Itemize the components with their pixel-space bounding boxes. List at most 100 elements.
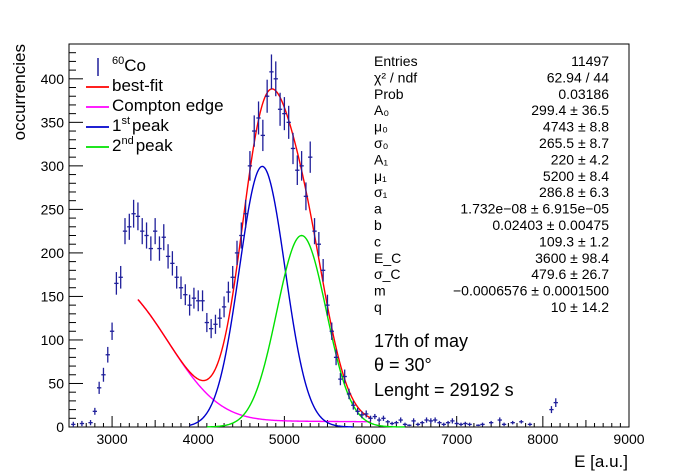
data-point [527, 422, 533, 427]
axes: 3000 4000 5000 6000 7000 8000 9000 0 50 100 150 200… [41, 43, 645, 447]
x-axis-label: E [a.u.] [574, 452, 628, 471]
data-point [411, 418, 416, 424]
data-point [191, 287, 197, 309]
data-point [351, 400, 356, 410]
data-point [71, 421, 76, 427]
data-point [385, 420, 390, 424]
y-tick-label: 0 [56, 419, 64, 435]
stat-value: 10 ± 14.2 [551, 299, 609, 315]
data-point [196, 290, 201, 312]
data-point [165, 244, 171, 269]
data-point [144, 222, 149, 249]
data-point [277, 92, 283, 126]
data-point [290, 132, 296, 165]
data-point [467, 422, 472, 427]
stat-name: σ_C [374, 266, 401, 282]
stat-name: q [374, 299, 382, 315]
data-point [140, 218, 145, 245]
data-point [407, 424, 412, 427]
stat-value: 109.3 ± 1.2 [539, 233, 609, 249]
data-point [501, 422, 507, 427]
data-point [131, 199, 136, 228]
data-point [97, 381, 102, 394]
stat-name: c [374, 233, 381, 249]
x-tick-label: 6000 [355, 431, 386, 447]
annotation-text: θ = 30° [374, 355, 432, 375]
stat-name: m [374, 283, 386, 299]
stat-value: 62.94 / 44 [547, 69, 609, 85]
data-point [187, 294, 192, 316]
stat-value: 265.5 ± 8.7 [539, 135, 609, 151]
stat-name: Entries [374, 53, 418, 69]
data-point [346, 388, 352, 400]
data-point [234, 240, 240, 266]
stats-box: Entries 11497 χ² / ndf 62.94 / 44 Prob 0.0318… [374, 53, 609, 315]
stat-name: σ₀ [374, 135, 389, 151]
data-point [308, 141, 313, 173]
data-point [377, 417, 382, 423]
data-point [325, 294, 330, 316]
peak2-curve [206, 234, 405, 428]
data-point [424, 417, 429, 423]
data-point [209, 319, 214, 339]
data-point [303, 182, 309, 211]
data-point [394, 420, 399, 425]
y-tick-label: 50 [48, 375, 64, 391]
data-point [178, 276, 184, 300]
data-point [463, 421, 468, 426]
data-point [480, 422, 485, 427]
data-point [372, 413, 377, 420]
data-point [183, 284, 188, 306]
stat-name: μ₀ [374, 119, 388, 135]
legend-label-compton: Compton edge [112, 96, 224, 115]
stat-value: −0.0006576 ± 0.0001500 [453, 283, 609, 299]
data-point [364, 410, 369, 418]
y-tick-label: 200 [41, 245, 65, 261]
data-point [148, 236, 153, 261]
stat-value: 3600 ± 98.4 [535, 250, 609, 266]
data-point [88, 420, 93, 426]
data-point [312, 218, 317, 245]
x-tick-label: 4000 [183, 431, 214, 447]
stat-value: 5200 ± 8.4 [543, 168, 609, 184]
data-point [161, 224, 166, 251]
stat-value: 11497 [571, 53, 609, 69]
data-point [338, 373, 343, 386]
data-point [282, 97, 287, 131]
data-point [286, 105, 291, 139]
data-point [101, 367, 106, 382]
data-point [256, 101, 261, 135]
x-tick-label: 8000 [527, 431, 558, 447]
data-point [243, 199, 248, 228]
stat-name: A₁ [374, 151, 388, 167]
y-tick-label: 350 [41, 114, 65, 130]
data-point [519, 420, 524, 424]
stat-name: χ² / ndf [374, 69, 417, 85]
data-point [265, 79, 270, 113]
data-point [213, 314, 218, 334]
data-point [109, 322, 115, 340]
stat-name: a [374, 201, 382, 217]
stat-value: 286.8 ± 6.3 [539, 184, 609, 200]
data-point [239, 222, 244, 249]
stat-value: 0.03186 [558, 86, 609, 102]
data-point [92, 407, 97, 415]
data-point [170, 251, 175, 276]
stat-name: b [374, 217, 382, 233]
data-point [204, 312, 209, 333]
x-tick-label: 5000 [269, 431, 300, 447]
data-point [398, 417, 403, 423]
data-points [71, 54, 558, 427]
data-point [316, 232, 321, 257]
stat-name: A₀ [374, 102, 389, 118]
y-tick-label: 300 [41, 158, 65, 174]
y-tick-label: 400 [41, 71, 65, 87]
data-point [402, 422, 408, 427]
data-point [269, 54, 274, 90]
stat-value: 1.732e−08 ± 6.915e−05 [460, 201, 609, 217]
data-point [247, 151, 253, 181]
peak1-curve [189, 165, 354, 428]
data-point [252, 115, 257, 147]
stat-name: σ₁ [374, 184, 388, 200]
